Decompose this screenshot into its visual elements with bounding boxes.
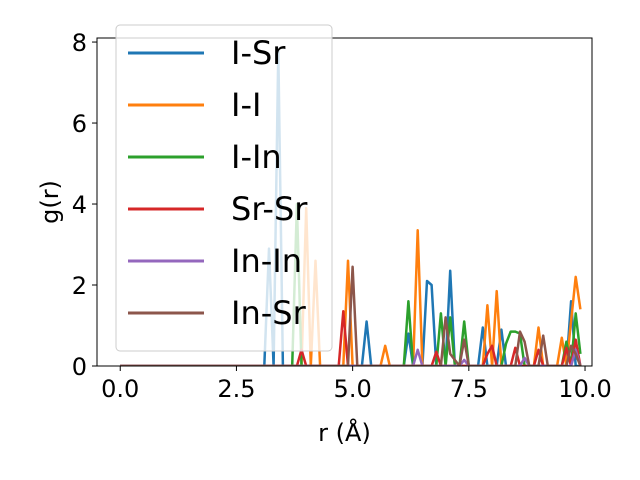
y-tick-label: 2	[72, 272, 87, 300]
x-tick-label: 5.0	[334, 375, 372, 403]
legend-label-i-i: I-I	[231, 86, 261, 124]
series-line-in-in	[120, 348, 582, 366]
legend-label-in-in: In-In	[231, 242, 302, 280]
legend-label-in-sr: In-Sr	[231, 294, 307, 332]
legend-label-i-sr: I-Sr	[231, 34, 286, 72]
y-tick-label: 4	[72, 191, 87, 219]
y-axis-label: g(r)	[36, 180, 64, 224]
y-tick-label: 0	[72, 353, 87, 381]
axes-frame	[96, 37, 593, 367]
x-tick-label: 10.0	[558, 375, 611, 403]
series-line-i-in	[120, 202, 582, 366]
x-axis-label: r (Å)	[318, 418, 371, 447]
y-axis: 0 2 4 6 8	[72, 29, 97, 381]
y-tick-label: 6	[72, 110, 87, 138]
legend-label-i-in: I-In	[231, 138, 282, 176]
legend: I-Sr I-I I-In Sr-Sr In-In In-Sr	[115, 24, 333, 352]
x-tick-label: 2.5	[217, 375, 255, 403]
x-tick-label: 7.5	[450, 375, 488, 403]
x-axis: 0.0 2.5 5.0 7.5 10.0	[101, 366, 612, 403]
series-line-sr-sr	[120, 310, 582, 366]
y-tick-label: 8	[72, 29, 87, 57]
legend-label-sr-sr: Sr-Sr	[231, 190, 308, 228]
x-tick-label: 0.0	[101, 375, 139, 403]
